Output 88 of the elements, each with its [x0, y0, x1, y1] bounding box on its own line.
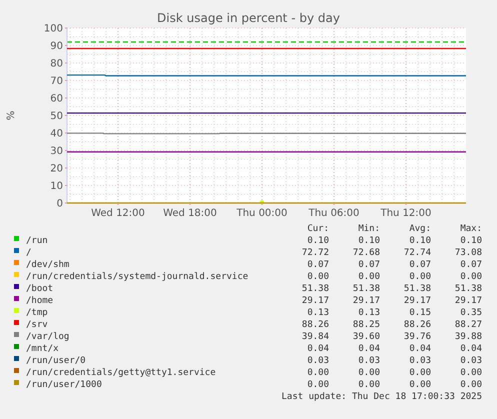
- text: 29.17: [404, 296, 431, 306]
- text: 0.00: [460, 380, 482, 390]
- text: 39.84: [302, 332, 329, 342]
- text: 29.17: [454, 296, 482, 306]
- text: 51.38: [404, 284, 431, 294]
- text: 88.26: [404, 320, 431, 330]
- y-tick-label: 30: [50, 146, 63, 157]
- text: 88.27: [454, 320, 482, 330]
- x-tick-label: Thu 06:00: [308, 208, 360, 219]
- text: 39.76: [404, 332, 431, 342]
- text: 29.17: [352, 296, 380, 306]
- text: 88.26: [302, 320, 329, 330]
- text: 72.74: [404, 248, 431, 258]
- text: 0.00: [358, 368, 380, 378]
- y-tick-label: 20: [50, 164, 63, 174]
- x-tick-label: Wed 18:00: [163, 208, 217, 219]
- text: 0.04: [358, 344, 380, 354]
- y-tick-label: 60: [50, 94, 63, 104]
- text: 0.35: [460, 308, 482, 318]
- text: 0.07: [460, 260, 482, 270]
- legend-label: /var/log: [26, 332, 70, 342]
- y-axis-title: %: [6, 110, 17, 120]
- text: 0.10: [307, 236, 329, 246]
- legend-label: /run/user/0: [26, 356, 86, 366]
- text: 0.03: [358, 356, 380, 366]
- legend-label: /run/user/1000: [26, 380, 102, 390]
- y-tick-label: 90: [50, 41, 63, 52]
- text: 0.04: [409, 344, 431, 354]
- text: 0.00: [358, 272, 380, 282]
- x-tick-label: Thu 00:00: [236, 208, 288, 219]
- text: Max:: [460, 224, 482, 234]
- text: 0.00: [307, 272, 329, 282]
- y-tick-label: 10: [50, 181, 63, 192]
- legend-label: /srv: [26, 320, 48, 330]
- legend-label: /run/credentials/getty@tty1.service: [26, 368, 216, 378]
- x-tick-label: Thu 12:00: [380, 208, 432, 219]
- text: 0.03: [460, 356, 482, 366]
- legend-label: /boot: [26, 284, 54, 294]
- text: 0.03: [307, 356, 329, 366]
- text: 0.10: [409, 236, 431, 246]
- legend-label: /home: [26, 296, 54, 306]
- text: 0.07: [409, 260, 431, 270]
- text: Min:: [358, 224, 380, 234]
- y-tick-label: 70: [50, 76, 63, 87]
- text: 0.03: [409, 356, 431, 366]
- text: 72.72: [302, 248, 329, 258]
- text: 73.08: [454, 248, 482, 258]
- text: 0.07: [358, 260, 380, 270]
- y-tick-label: 100: [44, 24, 63, 34]
- legend-label: /: [26, 248, 32, 258]
- legend-label: /run/credentials/systemd-journald.service: [26, 272, 248, 282]
- text: 0.07: [307, 260, 329, 270]
- text: 0.00: [409, 380, 431, 390]
- y-tick-label: 40: [50, 128, 63, 140]
- text: 0.00: [307, 368, 329, 378]
- text: 0.00: [409, 368, 431, 378]
- text: 39.60: [352, 332, 380, 342]
- chart-title: Disk usage in percent - by day: [157, 11, 340, 25]
- legend-label: /run: [26, 236, 48, 246]
- text: 0.10: [358, 236, 380, 246]
- text: Avg:: [409, 224, 431, 234]
- text: 88.25: [352, 320, 380, 330]
- legend-label: /mnt/x: [26, 344, 60, 354]
- text: 72.68: [352, 248, 380, 258]
- text: 39.88: [454, 332, 482, 342]
- text: 0.13: [358, 308, 380, 318]
- text: 51.38: [454, 284, 482, 294]
- text: 0.00: [358, 380, 380, 390]
- text: Cur:: [307, 224, 329, 234]
- legend-label: /dev/shm: [26, 260, 70, 270]
- text: 0.15: [409, 308, 431, 318]
- text: 0.04: [307, 344, 329, 354]
- y-tick-label: 50: [50, 111, 63, 122]
- text: 51.38: [302, 284, 329, 294]
- text: 0.10: [460, 236, 482, 246]
- text: Last update: Thu Dec 18 17:00:33 2025: [282, 392, 482, 402]
- text: 0.00: [307, 380, 329, 390]
- text: 0.13: [307, 308, 329, 318]
- text: 0.00: [460, 272, 482, 282]
- legend-label: /tmp: [26, 308, 48, 318]
- text: 29.17: [302, 296, 329, 306]
- text: 0.00: [409, 272, 431, 282]
- text: 0.00: [460, 368, 482, 378]
- y-tick-label: 0: [56, 198, 63, 210]
- x-tick-label: Wed 12:00: [91, 208, 145, 219]
- y-tick-label: 80: [50, 58, 63, 70]
- text: 0.04: [460, 344, 482, 354]
- text: 51.38: [352, 284, 380, 294]
